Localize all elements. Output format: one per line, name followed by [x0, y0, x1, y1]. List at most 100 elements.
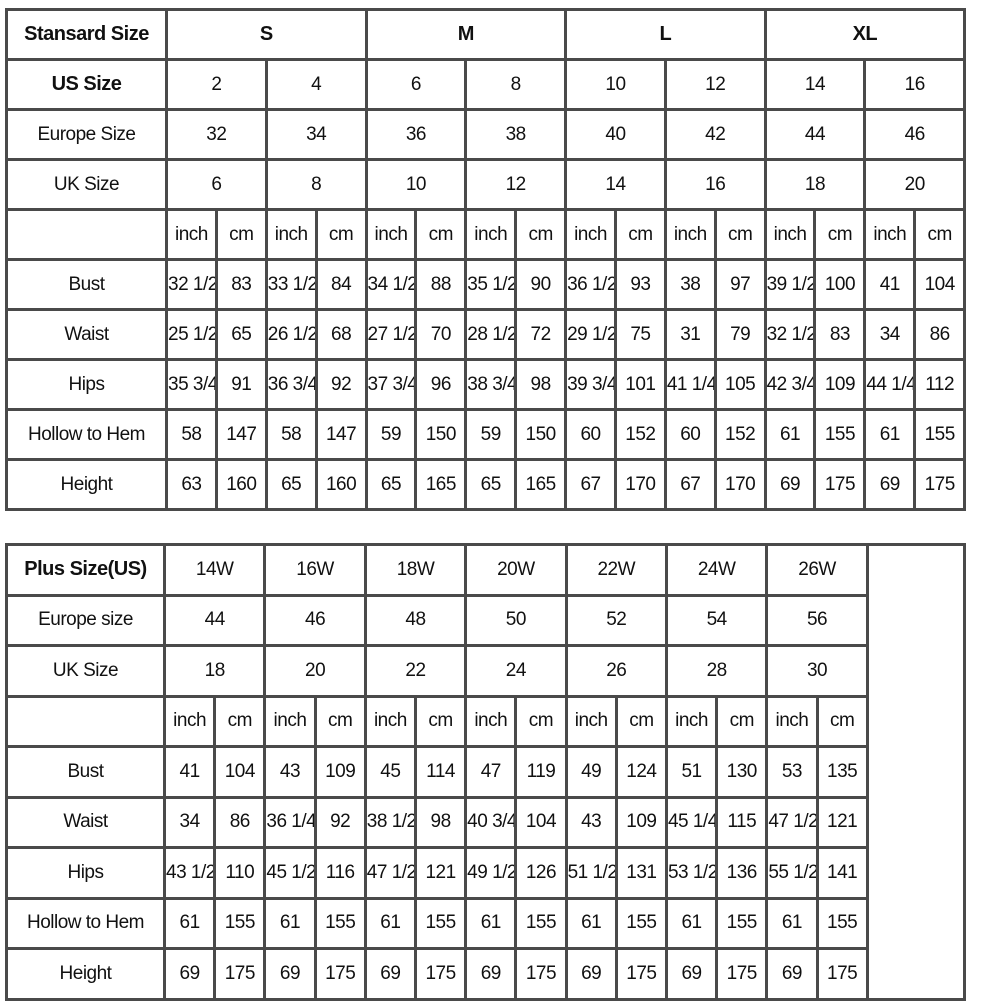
size-header: 22W	[564, 543, 668, 597]
measurement-cell: 61	[863, 408, 917, 461]
measurement-cell: 43	[263, 745, 317, 799]
measurement-cell: 59	[364, 408, 418, 461]
measurement-cell: 69	[363, 947, 417, 1001]
measurement-cell: 69	[162, 947, 217, 1001]
measurement-cell: 104	[213, 745, 267, 799]
size-header: 24W	[664, 543, 769, 597]
measurement-cell: 47	[464, 745, 518, 799]
measurement-cell: 31	[663, 308, 717, 361]
size-cell: 14	[564, 158, 667, 211]
measurement-cell: 124	[614, 745, 668, 799]
measurement-cell: 47 1/2	[765, 795, 819, 849]
measurement-cell: 60	[663, 408, 717, 461]
measurement-cell: 88	[414, 258, 468, 311]
measurement-cell: 34	[162, 795, 217, 849]
measurement-cell: 79	[713, 308, 767, 361]
measurement-cell: 69	[564, 947, 618, 1001]
measurement-cell: 44 1/4	[863, 358, 917, 411]
measurement-cell: 104	[514, 795, 568, 849]
unit-cell: inch	[162, 694, 217, 748]
measurement-cell: 32 1/2	[763, 308, 817, 361]
measurement-cell: 49 1/2	[464, 846, 518, 900]
size-cell: 38	[464, 108, 568, 161]
measurement-cell: 175	[213, 947, 267, 1001]
units-row: inch cm inch cm inch cm inch cm inch cm inch cm inch…	[5, 694, 965, 748]
measurement-cell: 69	[763, 458, 817, 511]
measurement-cell: 67	[663, 458, 717, 511]
measurement-cell: 61	[464, 896, 518, 950]
size-cell: 44	[162, 593, 267, 647]
row-label: Europe size	[5, 593, 166, 647]
measurement-cell: 51	[664, 745, 719, 799]
measurement-cell: 75	[613, 308, 667, 361]
measurement-row: Hollow to Hem 61 155 61 155 61 155 61 155 61 155 61…	[5, 896, 965, 950]
measurement-cell: 83	[214, 258, 268, 311]
measurement-cell: 150	[414, 408, 468, 461]
plus-size-table: Plus Size(US) 14W 16W 18W 20W 22W 24W 26W Europe…	[5, 543, 966, 1001]
unit-cell: cm	[514, 694, 568, 748]
size-row: US Size 2 4 6 8 10 12 14 16	[5, 58, 967, 111]
measurement-cell: 175	[813, 458, 867, 511]
measurement-cell: 175	[913, 458, 967, 511]
size-header: 14W	[162, 543, 267, 597]
measurement-cell: 155	[815, 896, 869, 950]
size-header: 26W	[765, 543, 869, 597]
measurement-row: Bust 32 1/2 83 33 1/2 84 34 1/2 88 35 1/2 90 36 1…	[5, 258, 967, 311]
measurement-cell: 109	[313, 745, 367, 799]
unit-cell: inch	[763, 208, 817, 261]
size-header: 18W	[363, 543, 468, 597]
measurement-cell: 70	[414, 308, 468, 361]
row-label: Height	[5, 458, 168, 511]
measurement-cell: 98	[514, 358, 568, 411]
size-row: Europe size 44 46 48 50 52 54 56	[5, 593, 965, 647]
size-cell: 24	[464, 644, 568, 698]
measurement-cell: 160	[314, 458, 368, 511]
size-row: UK Size 18 20 22 24 26 28 30	[5, 644, 965, 698]
measurement-cell: 45 1/4	[664, 795, 719, 849]
measurement-cell: 61	[765, 896, 819, 950]
measurement-cell: 96	[414, 358, 468, 411]
size-cell: 10	[364, 158, 468, 211]
row-label: US Size	[5, 58, 168, 111]
unit-cell: cm	[214, 208, 268, 261]
measurement-cell: 60	[564, 408, 617, 461]
measurement-cell: 35 1/2	[464, 258, 518, 311]
measurement-cell: 92	[313, 795, 367, 849]
measurement-row: Hollow to Hem 58 147 58 147 59 150 59 150 60 152 60…	[5, 408, 967, 461]
size-cell: 28	[664, 644, 769, 698]
measurement-cell: 58	[264, 408, 318, 461]
measurement-cell: 36 1/2	[564, 258, 617, 311]
measurement-cell: 69	[863, 458, 917, 511]
measurement-cell: 98	[413, 795, 468, 849]
measurement-cell: 69	[263, 947, 317, 1001]
measurement-cell: 147	[214, 408, 268, 461]
measurement-cell: 131	[614, 846, 668, 900]
measurement-cell: 39 1/2	[763, 258, 817, 311]
measurement-cell: 150	[514, 408, 568, 461]
measurement-cell: 84	[314, 258, 368, 311]
measurement-cell: 49	[564, 745, 618, 799]
size-cell: 20	[863, 158, 967, 211]
row-label: Hips	[5, 358, 168, 411]
size-cell: 26	[564, 644, 668, 698]
measurement-cell: 155	[313, 896, 367, 950]
unit-cell: cm	[413, 694, 468, 748]
units-row: inch cm inch cm inch cm inch cm inch cm inch cm inch…	[5, 208, 967, 261]
measurement-cell: 72	[514, 308, 568, 361]
measurement-cell: 90	[514, 258, 568, 311]
size-cell: 8	[464, 58, 568, 111]
row-label: UK Size	[5, 158, 168, 211]
measurement-cell: 69	[664, 947, 719, 1001]
unit-cell: inch	[363, 694, 417, 748]
size-cell: 54	[664, 593, 769, 647]
measurement-cell: 55 1/2	[765, 846, 819, 900]
size-cell: 16	[863, 58, 967, 111]
measurement-cell: 32 1/2	[165, 258, 218, 311]
measurement-cell: 65	[264, 458, 318, 511]
measurement-cell: 152	[713, 408, 767, 461]
size-cell: 48	[363, 593, 468, 647]
size-group-header: L	[564, 8, 767, 61]
measurement-cell: 170	[713, 458, 767, 511]
unit-cell: cm	[414, 208, 468, 261]
size-cell: 46	[863, 108, 967, 161]
